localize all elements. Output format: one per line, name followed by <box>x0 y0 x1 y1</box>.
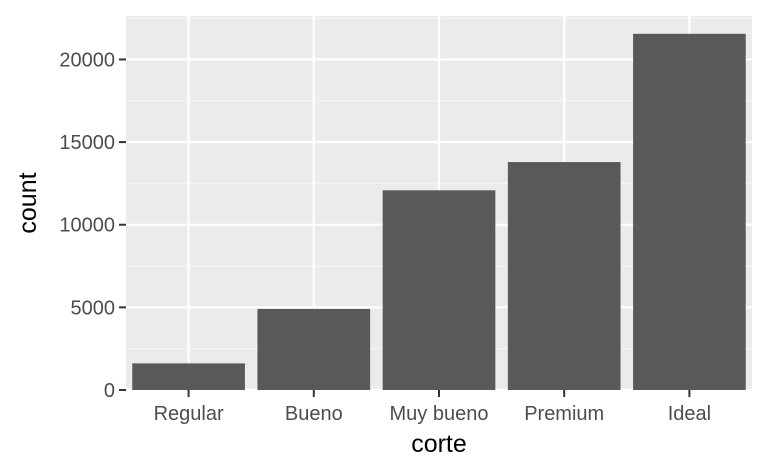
x-tick-label: Premium <box>524 403 604 425</box>
x-axis: Regular Bueno Muy bueno Premium Ideal <box>154 390 711 425</box>
x-tick-label: Bueno <box>285 403 343 425</box>
y-axis-title: count <box>14 172 42 233</box>
x-tick-label: Ideal <box>668 403 711 425</box>
bar-muy-bueno <box>382 190 496 390</box>
bar-premium <box>507 162 621 390</box>
x-axis-title: corte <box>411 430 467 458</box>
y-tick-label: 0 <box>104 380 115 402</box>
x-tick-label: Muy bueno <box>390 403 489 425</box>
bar-ideal <box>633 33 746 390</box>
x-tick-label: Regular <box>154 403 224 425</box>
y-tick-label: 5000 <box>71 297 116 319</box>
bars <box>132 33 746 390</box>
bar-bueno <box>257 308 371 390</box>
y-tick-label: 15000 <box>59 132 115 154</box>
y-tick-label: 10000 <box>59 215 115 237</box>
bar-regular <box>132 363 245 390</box>
y-tick-label: 20000 <box>59 49 115 71</box>
y-axis: 0 5000 10000 15000 20000 <box>59 49 126 402</box>
